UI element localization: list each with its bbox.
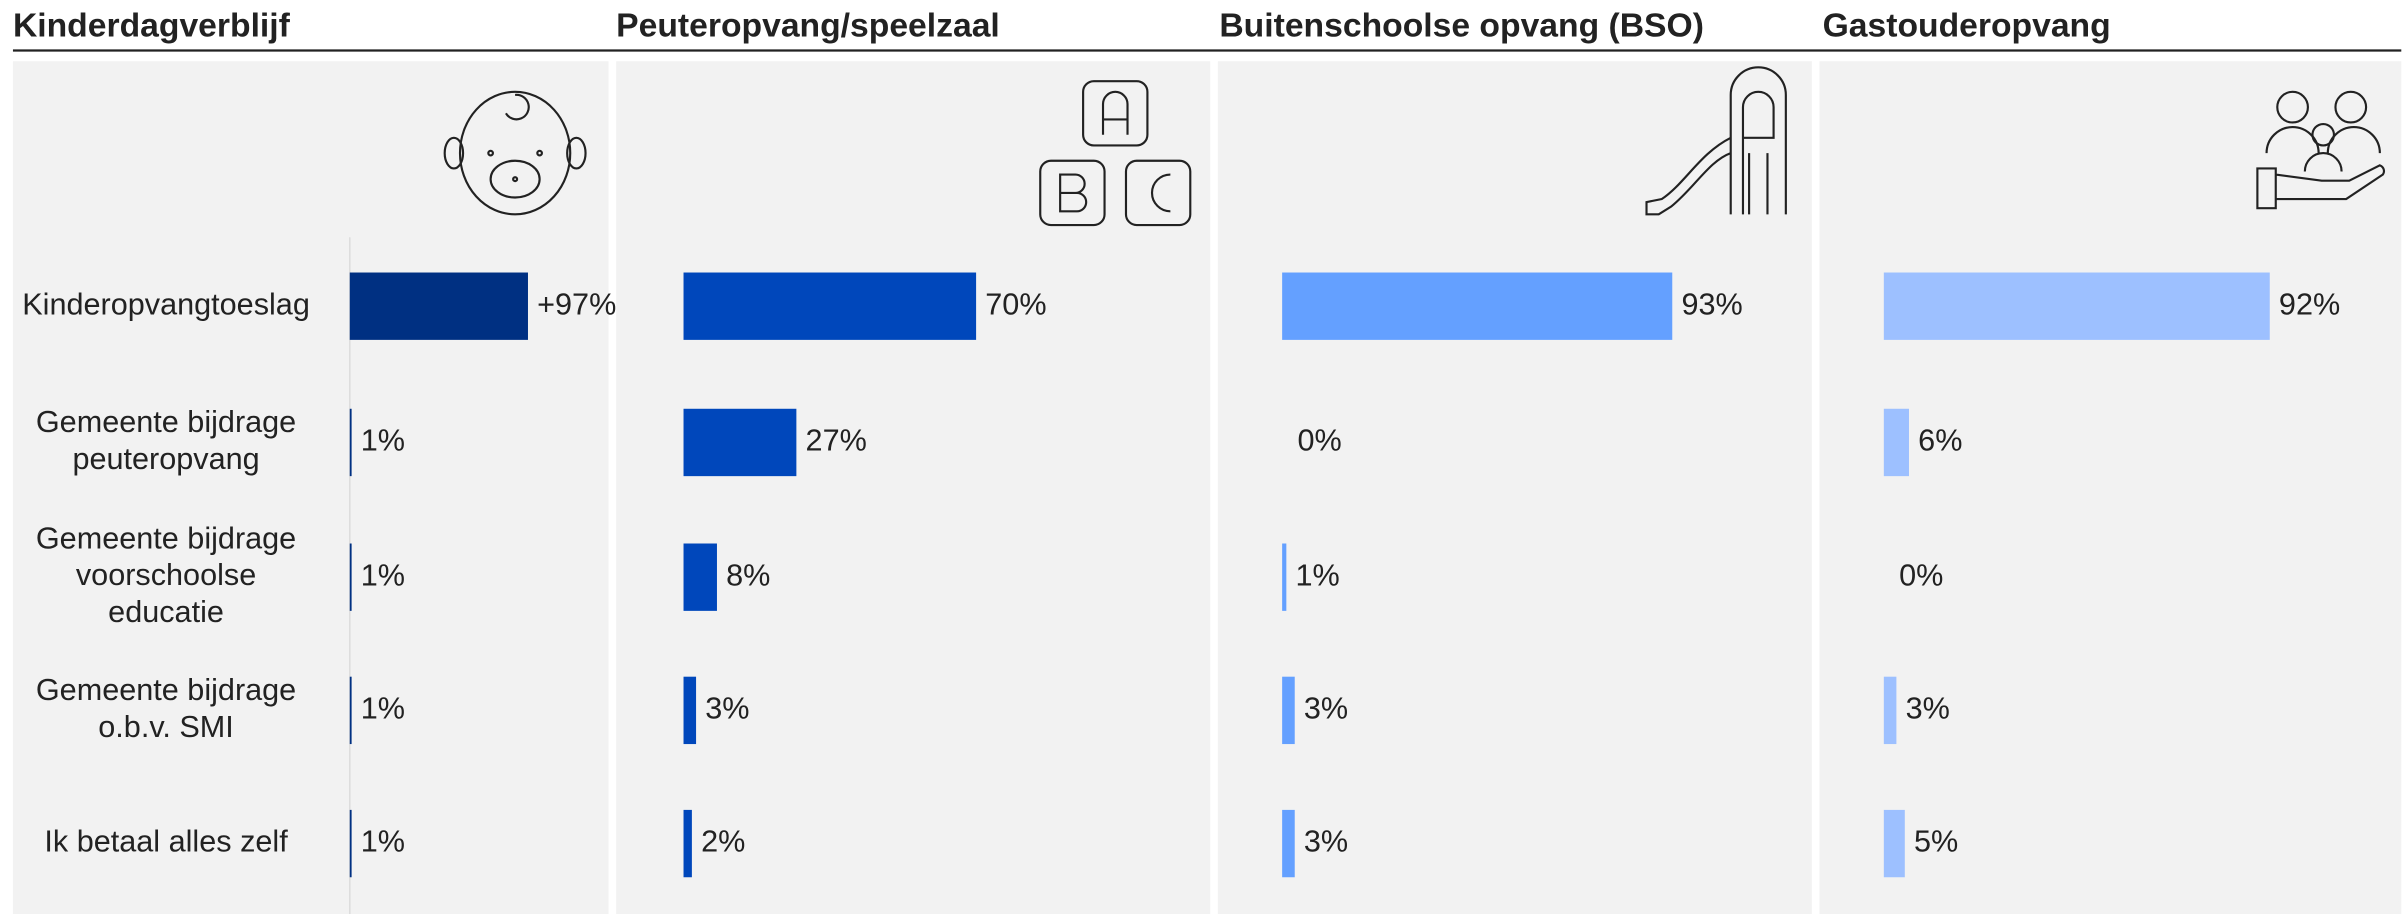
value-label: 1% [1296,558,1340,592]
family-icon [2256,90,2386,210]
value-label: 0% [1899,558,1943,592]
value-label: +97% [537,287,616,321]
value-label: 1% [361,424,405,458]
panel-bg [1819,61,2402,914]
category-label: Ik betaal alles zelf [44,825,288,859]
category-label: Gemeente bijdrage o.b.v. SMI [36,673,296,744]
panel-title: Kinderdagverblijf [13,7,291,44]
value-label: 1% [361,691,405,725]
panel-bg [12,61,609,914]
slide-icon [1645,66,1787,216]
value-label: 5% [1914,825,1958,859]
panel-title: Buitenschoolse opvang (BSO) [1219,7,1704,44]
category-label: Gemeente bijdrage peuteropvang [36,405,296,476]
category-label: Gemeente bijdrage voorschoolse educatie [36,522,296,629]
bar [1282,809,1295,878]
value-label: 27% [806,424,867,458]
bar [1883,676,1897,745]
value-label: 92% [2279,287,2340,321]
bar [1883,809,1905,878]
baby-icon [443,90,587,216]
bar [683,809,692,878]
value-label: 70% [985,287,1046,321]
bar [349,272,528,340]
value-label: 3% [1304,825,1348,859]
value-label: 8% [726,558,770,592]
value-label: 3% [1906,691,1950,725]
value-label: 1% [361,825,405,859]
value-label: 3% [1304,691,1348,725]
bar [1883,408,1909,477]
category-label: Kinderopvangtoeslag [22,287,310,321]
blocks-icon [1039,80,1192,227]
bar [1282,272,1673,340]
bar [349,809,352,878]
panel-bg [1217,61,1812,914]
bar [349,408,352,477]
value-label: 93% [1681,287,1742,321]
value-label: 3% [705,691,749,725]
panel-bg [616,61,1211,914]
bar [683,408,797,477]
bar [683,676,697,745]
bar [1883,272,2270,340]
bar [349,676,352,745]
bar [683,543,717,611]
bar [1282,543,1287,611]
value-label: 0% [1297,424,1341,458]
value-label: 2% [701,825,745,859]
value-label: 6% [1918,424,1962,458]
panel-title: Gastouderopvang [1823,7,2111,44]
panel-title: Peuteropvang/speelzaal [616,7,1000,44]
bar [683,272,977,340]
bar [349,543,352,611]
value-label: 1% [361,558,405,592]
bar [1282,676,1295,745]
